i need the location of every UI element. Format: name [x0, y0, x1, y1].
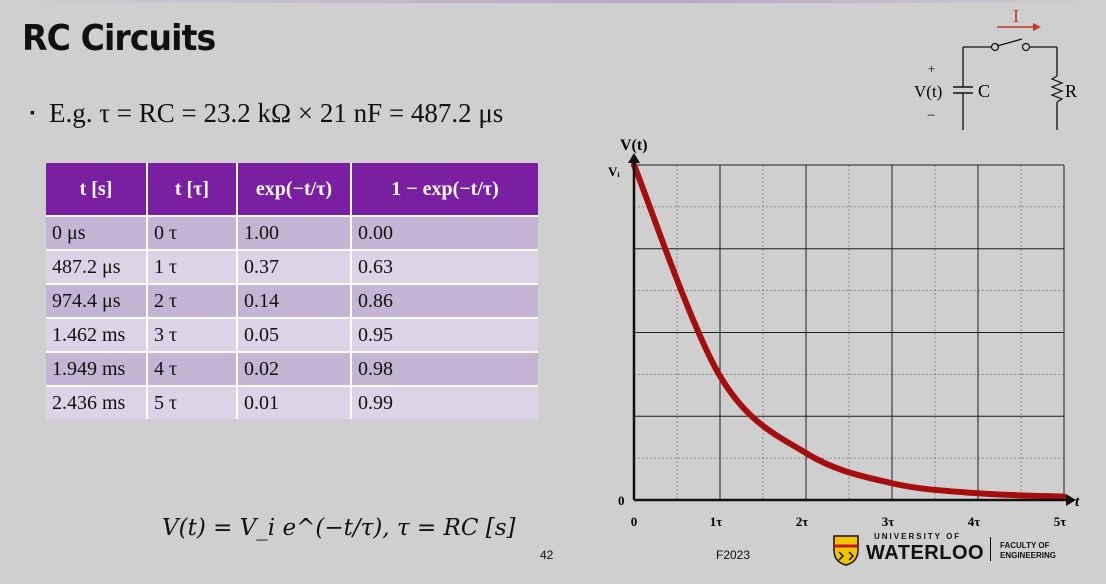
y-max-label: Vᵢ [608, 164, 620, 179]
cell: 0.02 [237, 351, 352, 386]
x-tick-label: 2τ [796, 514, 809, 529]
cell: 1 τ [147, 249, 238, 284]
switch-contact [1021, 42, 1031, 52]
cell: 0.14 [237, 283, 352, 318]
cell: 0.37 [237, 249, 352, 284]
chart-major-grid [634, 164, 1065, 500]
cell: 2 τ [147, 283, 238, 318]
current-label: I [1013, 6, 1019, 26]
crest-icon [833, 535, 859, 566]
cell: 0.05 [237, 317, 352, 352]
x-axis-arrow-icon [1066, 494, 1076, 506]
top-accent-line [0, 0, 1106, 3]
x-tick-label: 5τ [1054, 514, 1067, 529]
cell: 0.63 [351, 249, 538, 284]
header-one-minus-exp: 1 − exp(−t/τ) [351, 163, 538, 216]
university-logo: UNIVERSITY OF WATERLOO FACULTY OF ENGINE… [832, 532, 1082, 568]
logo-name-text: WATERLOO [866, 542, 985, 564]
cell: 0 μs [46, 215, 148, 250]
header-t-seconds: t [s] [46, 163, 148, 216]
cell: 1.949 ms [46, 351, 148, 386]
x-tick-label: 4τ [968, 514, 981, 529]
logo-faculty-line1: FACULTY OF [1000, 541, 1050, 550]
cell: 5 τ [147, 385, 238, 419]
cell: 0.00 [351, 215, 538, 250]
voltage-decay-chart: V(t) Vᵢ 0 t 0 1τ 2τ 3τ 4τ 5τ [608, 137, 1080, 529]
x-tick-labels: 0 1τ 2τ 3τ 4τ 5τ [631, 514, 1067, 529]
switch-contact [990, 42, 1000, 52]
cell: 0.01 [237, 385, 352, 419]
cell: 0.95 [351, 317, 538, 352]
x-tick-label: 1τ [710, 514, 723, 529]
rc-table: t [s] t [τ] exp(−t/τ) 1 − exp(−t/τ) 0 μs… [46, 163, 538, 419]
y-axis-label: V(t) [620, 137, 648, 154]
cell: 0.98 [351, 351, 538, 386]
table-row: 974.4 μs 2 τ 0.14 0.86 [46, 283, 538, 318]
cell: 0 τ [147, 215, 238, 250]
cell: 1.462 ms [46, 317, 148, 352]
resistor-icon [1050, 75, 1064, 103]
y-zero-label: 0 [618, 493, 625, 508]
resistor-label: R [1065, 81, 1077, 101]
decay-formula: V(t) = V_i e^(−t/τ), τ = RC [s] [162, 515, 516, 541]
current-arrow-icon [1033, 23, 1041, 31]
example-text: E.g. τ = RC = 23.2 kΩ × 21 nF = 487.2 μs [48, 98, 504, 128]
cell: 974.4 μs [46, 283, 148, 318]
slide-title: RC Circuits [22, 18, 216, 59]
term-label: F2023 [716, 548, 751, 562]
table-row: 0 μs 0 τ 1.00 0.00 [46, 215, 538, 250]
y-axis-arrow-icon [628, 153, 640, 163]
header-t-tau: t [τ] [147, 163, 238, 216]
page-number: 42 [540, 548, 554, 562]
series-line [631, 162, 1067, 500]
logo-faculty-line2: ENGINEERING [1000, 551, 1057, 560]
logo-divider [990, 537, 991, 561]
header-exp: exp(−t/τ) [237, 163, 352, 216]
logo-university-text: UNIVERSITY OF [874, 532, 962, 541]
capacitor-label: C [978, 81, 990, 101]
table-row: 1.462 ms 3 τ 0.05 0.95 [46, 317, 538, 352]
x-axis-label: t [1075, 494, 1080, 510]
cell: 0.86 [351, 283, 538, 318]
plus-sign: + [928, 61, 935, 76]
rc-circuit-diagram: I + − V(t) C R [914, 6, 1077, 130]
minus-sign: − [927, 108, 935, 124]
table-row: 487.2 μs 1 τ 0.37 0.63 [46, 249, 538, 284]
cell: 1.00 [237, 215, 352, 250]
x-tick-label: 3τ [882, 514, 895, 529]
table-row: 2.436 ms 5 τ 0.01 0.99 [46, 385, 538, 419]
switch-blade [996, 38, 1023, 47]
cell: 3 τ [147, 317, 238, 352]
example-line: ▪ E.g. τ = RC = 23.2 kΩ × 21 nF = 487.2 μ… [30, 98, 503, 129]
cell: 0.99 [351, 385, 538, 419]
bullet-icon: ▪ [30, 106, 35, 121]
cell: 4 τ [147, 351, 238, 386]
x-tick-label: 0 [631, 514, 638, 529]
table-row: 1.949 ms 4 τ 0.02 0.98 [46, 351, 538, 386]
voltage-label: V(t) [914, 82, 942, 101]
cell: 487.2 μs [46, 249, 148, 284]
cell: 2.436 ms [46, 385, 148, 419]
